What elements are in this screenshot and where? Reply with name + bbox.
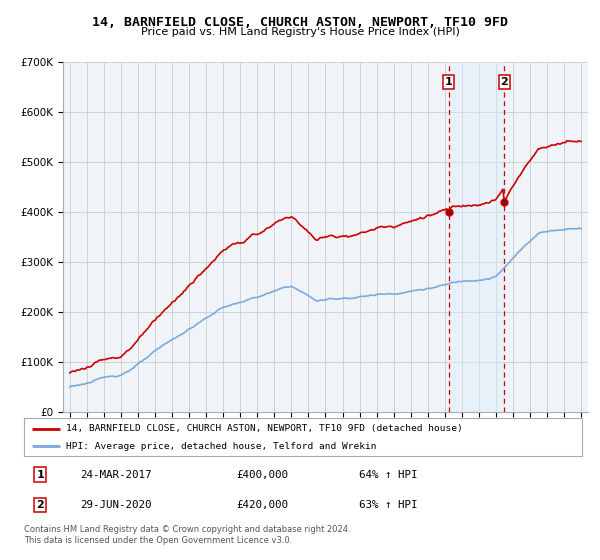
Text: 2: 2 [36,500,44,510]
Text: 1: 1 [445,77,452,87]
Text: 29-JUN-2020: 29-JUN-2020 [80,500,151,510]
Text: HPI: Average price, detached house, Telford and Wrekin: HPI: Average price, detached house, Telf… [66,442,376,451]
Text: 14, BARNFIELD CLOSE, CHURCH ASTON, NEWPORT, TF10 9FD: 14, BARNFIELD CLOSE, CHURCH ASTON, NEWPO… [92,16,508,29]
Text: 2: 2 [500,77,508,87]
Text: Price paid vs. HM Land Registry's House Price Index (HPI): Price paid vs. HM Land Registry's House … [140,27,460,37]
Text: £420,000: £420,000 [236,500,288,510]
Text: £400,000: £400,000 [236,470,288,480]
Text: Contains HM Land Registry data © Crown copyright and database right 2024.
This d: Contains HM Land Registry data © Crown c… [24,525,350,545]
Text: 24-MAR-2017: 24-MAR-2017 [80,470,151,480]
Text: 14, BARNFIELD CLOSE, CHURCH ASTON, NEWPORT, TF10 9FD (detached house): 14, BARNFIELD CLOSE, CHURCH ASTON, NEWPO… [66,424,463,433]
Text: 1: 1 [36,470,44,480]
Text: 64% ↑ HPI: 64% ↑ HPI [359,470,418,480]
Bar [449,62,505,412]
Text: 63% ↑ HPI: 63% ↑ HPI [359,500,418,510]
